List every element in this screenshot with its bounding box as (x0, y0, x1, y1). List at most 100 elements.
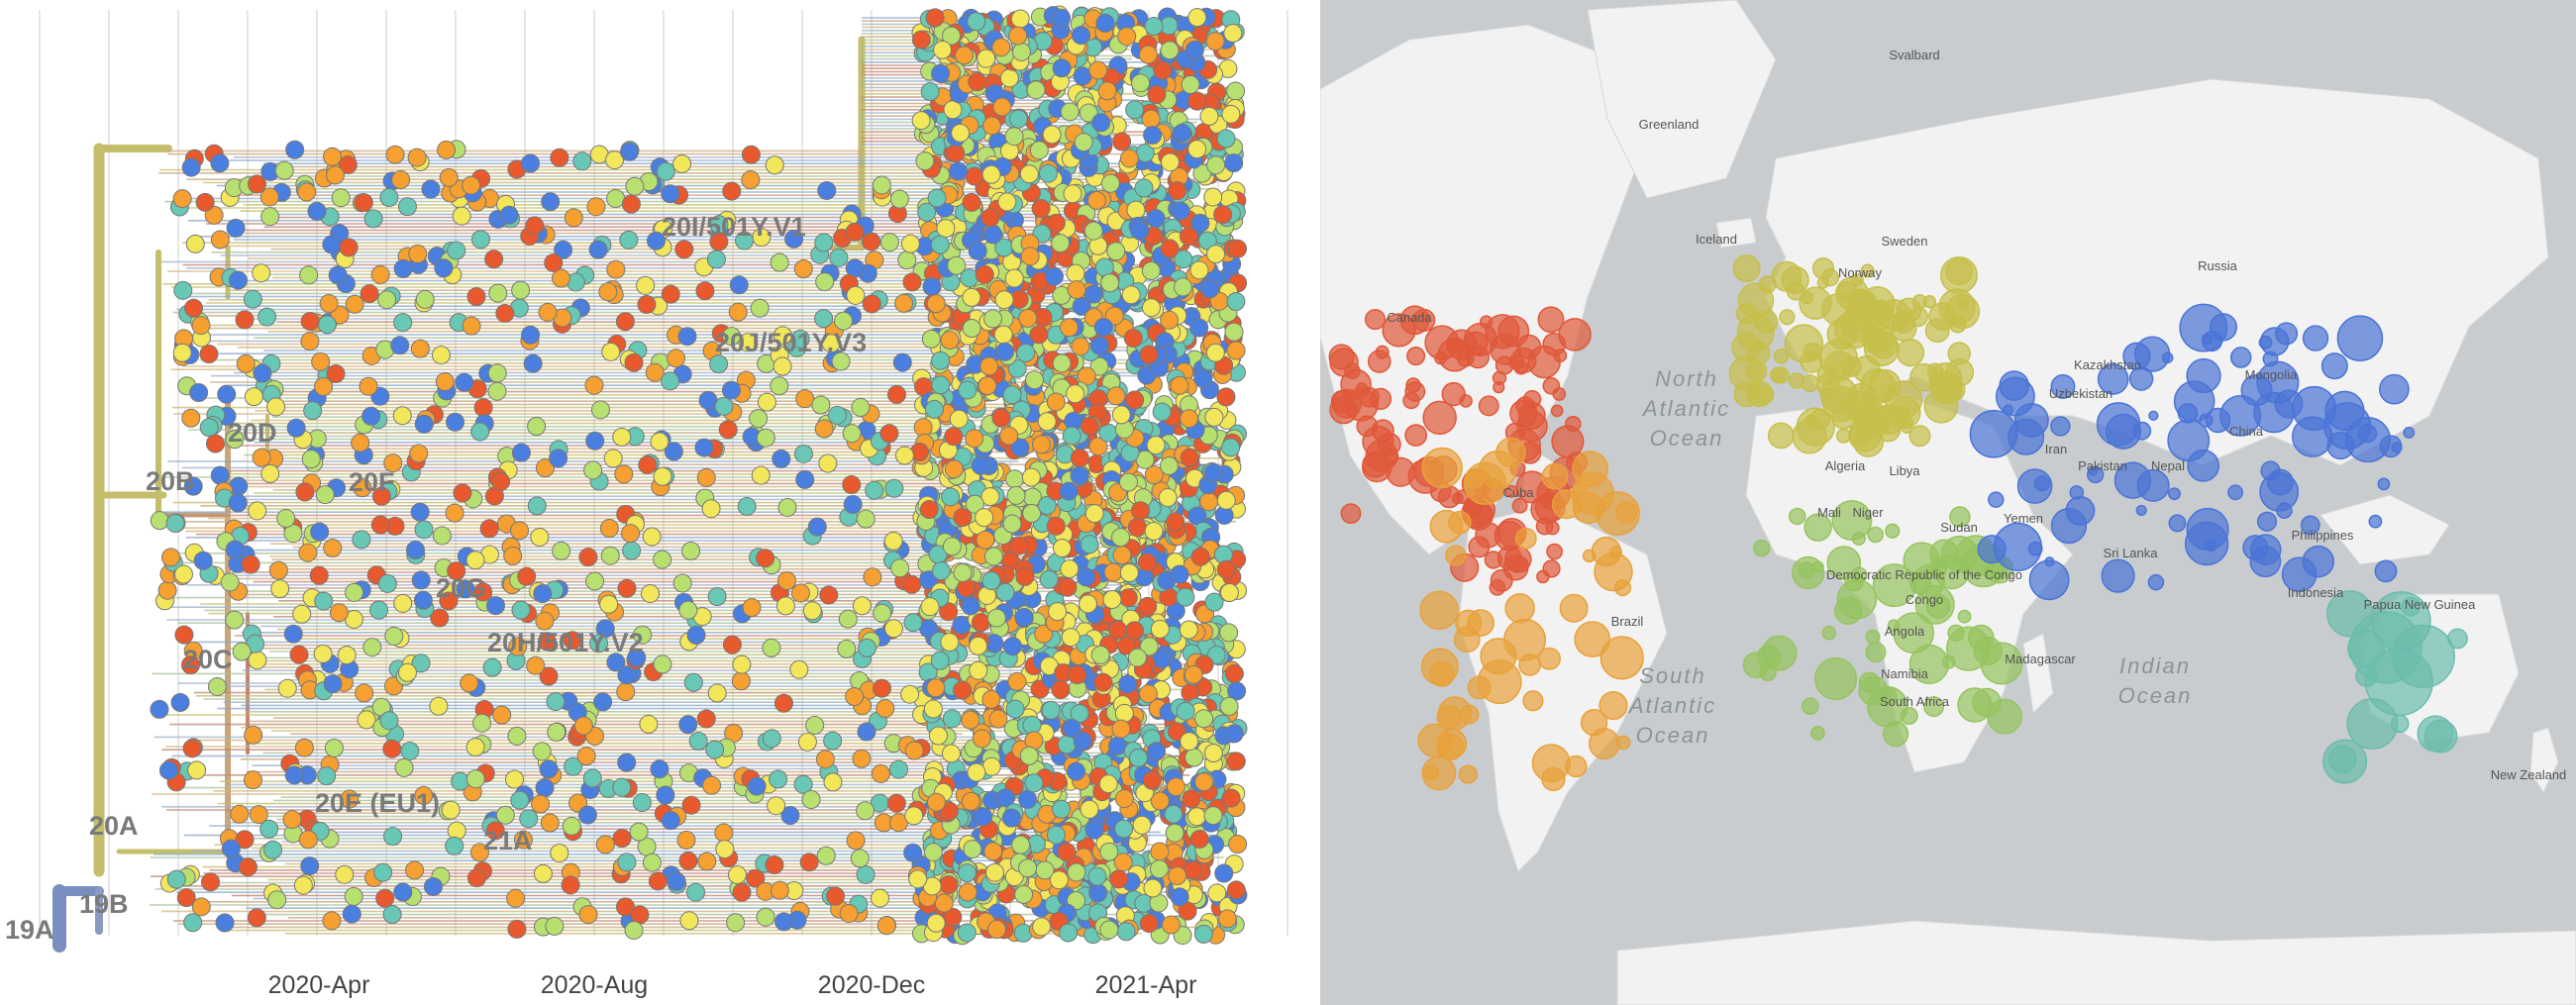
tree-tip[interactable] (584, 375, 604, 395)
tree-tip[interactable] (1109, 869, 1129, 889)
tree-tip[interactable] (1219, 696, 1239, 716)
tree-tip[interactable] (310, 522, 330, 542)
tree-tip[interactable] (447, 241, 466, 260)
tree-tip[interactable] (773, 693, 793, 713)
tree-tip[interactable] (814, 309, 834, 329)
tree-tip[interactable] (892, 352, 912, 372)
tree-tip[interactable] (1200, 279, 1220, 299)
tree-tip[interactable] (1051, 234, 1071, 253)
tree-tip[interactable] (1138, 596, 1158, 616)
tree-tip[interactable] (971, 613, 990, 633)
tree-tip[interactable] (1009, 536, 1029, 555)
tree-tip[interactable] (315, 485, 335, 505)
tree-tip[interactable] (1126, 200, 1146, 220)
tree-tip[interactable] (1147, 84, 1167, 104)
tree-tip[interactable] (470, 230, 490, 250)
tree-tip[interactable] (599, 519, 619, 539)
europe-bubble[interactable] (1922, 295, 1937, 309)
tree-tip[interactable] (1130, 501, 1150, 521)
tree-tip[interactable] (934, 893, 954, 913)
tree-tip[interactable] (384, 626, 404, 646)
tree-tip[interactable] (1204, 463, 1224, 483)
tree-tip[interactable] (695, 281, 715, 301)
tree-tip[interactable] (521, 325, 541, 345)
tree-tip[interactable] (382, 905, 402, 925)
tree-tip[interactable] (976, 530, 995, 550)
tree-tip[interactable] (900, 234, 920, 253)
tree-tip[interactable] (653, 466, 672, 486)
tree-tip[interactable] (872, 175, 891, 195)
tree-tip[interactable] (1019, 164, 1039, 184)
north-america-bubble[interactable] (1550, 404, 1564, 418)
tree-tip[interactable] (981, 164, 1001, 184)
tree-tip[interactable] (578, 548, 598, 567)
tree-tip[interactable] (400, 741, 420, 760)
south-america-bubble[interactable] (1613, 578, 1632, 597)
tree-tip[interactable] (452, 206, 471, 226)
tree-tip[interactable] (930, 235, 950, 254)
europe-bubble[interactable] (1748, 384, 1764, 399)
tree-tip[interactable] (573, 716, 593, 736)
tree-tip[interactable] (807, 517, 827, 537)
tree-tip[interactable] (181, 157, 201, 177)
tree-tip[interactable] (926, 792, 946, 812)
tree-tip[interactable] (1226, 292, 1246, 312)
tree-tip[interactable] (903, 843, 923, 862)
tree-tip[interactable] (961, 791, 980, 811)
tree-tip[interactable] (282, 810, 302, 830)
tree-tip[interactable] (173, 280, 193, 300)
north-america-bubble[interactable] (1537, 306, 1565, 334)
tree-tip[interactable] (750, 298, 770, 318)
north-america-bubble[interactable] (1459, 394, 1473, 408)
tree-tip[interactable] (414, 520, 434, 540)
asia-bubble[interactable] (1993, 522, 2042, 571)
asia-bubble[interactable] (2205, 539, 2217, 553)
tree-tip[interactable] (856, 864, 876, 884)
africa-bubble[interactable] (1810, 726, 1825, 741)
tree-tip[interactable] (1170, 564, 1189, 584)
tree-tip[interactable] (999, 426, 1019, 446)
tree-tip[interactable] (648, 871, 668, 891)
north-america-bubble[interactable] (1356, 415, 1379, 438)
south-america-bubble[interactable] (1477, 659, 1522, 705)
tree-tip[interactable] (949, 161, 969, 181)
tree-tip[interactable] (1052, 538, 1072, 557)
tree-tip[interactable] (949, 409, 969, 429)
tree-tip[interactable] (903, 613, 923, 633)
tree-tip[interactable] (862, 232, 881, 251)
tree-tip[interactable] (1108, 620, 1128, 640)
tree-tip[interactable] (1193, 368, 1213, 388)
tree-tip[interactable] (1173, 123, 1192, 143)
tree-tip[interactable] (397, 662, 417, 682)
tree-tip[interactable] (1072, 26, 1091, 46)
tree-tip[interactable] (1207, 883, 1227, 903)
south-america-bubble[interactable] (1589, 728, 1620, 760)
tree-tip[interactable] (958, 380, 978, 400)
tree-tip[interactable] (967, 12, 986, 32)
tree-tip[interactable] (377, 573, 397, 593)
tree-tip[interactable] (661, 811, 680, 831)
tree-tip[interactable] (1118, 674, 1138, 694)
tree-tip[interactable] (765, 155, 784, 175)
tree-tip[interactable] (770, 376, 789, 396)
tree-tip[interactable] (1080, 535, 1099, 554)
tree-tip[interactable] (393, 258, 413, 278)
tree-tip[interactable] (484, 250, 504, 269)
tree-tip[interactable] (294, 738, 314, 757)
tree-tip[interactable] (1039, 569, 1059, 589)
tree-tip[interactable] (370, 515, 390, 535)
tree-tip[interactable] (852, 596, 872, 616)
africa-bubble[interactable] (1798, 560, 1815, 579)
asia-bubble[interactable] (2391, 442, 2403, 453)
tree-tip[interactable] (857, 722, 876, 742)
tree-tip[interactable] (1194, 709, 1214, 729)
tree-tip[interactable] (465, 551, 485, 570)
europe-bubble[interactable] (1767, 422, 1795, 450)
tree-tip[interactable] (488, 283, 508, 303)
tree-tip[interactable] (927, 188, 947, 208)
tree-tip[interactable] (1018, 858, 1038, 878)
tree-tip[interactable] (942, 709, 962, 729)
tree-tip[interactable] (775, 596, 795, 616)
tree-tip[interactable] (1180, 732, 1199, 752)
tree-tip[interactable] (299, 265, 319, 285)
